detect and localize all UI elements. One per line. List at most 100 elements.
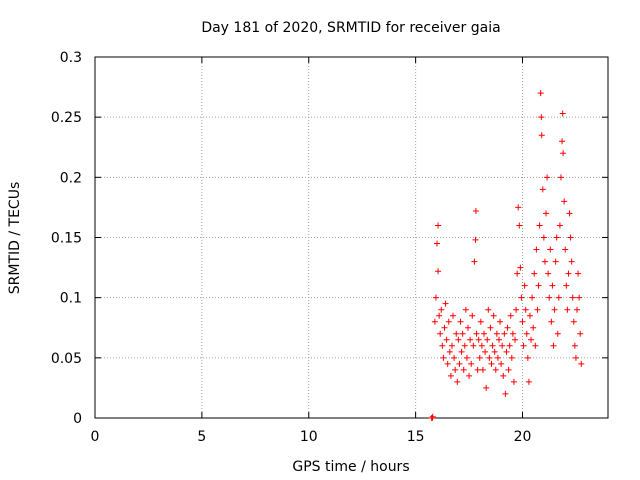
data-point — [507, 312, 514, 319]
data-point — [530, 324, 537, 331]
data-point — [529, 294, 536, 301]
y-tick-label: 0.15 — [51, 231, 82, 247]
data-point — [549, 282, 556, 289]
data-point — [434, 240, 440, 247]
data-point — [518, 294, 525, 301]
data-point — [555, 294, 562, 301]
data-point — [548, 318, 555, 325]
data-point — [547, 246, 554, 253]
data-point — [446, 348, 453, 355]
data-point — [575, 270, 582, 277]
data-point — [487, 324, 494, 331]
data-point — [523, 330, 530, 337]
data-point — [481, 330, 488, 337]
data-point — [532, 342, 539, 349]
data-point — [508, 354, 515, 361]
data-point — [536, 222, 543, 229]
data-point — [539, 186, 546, 193]
data-point — [491, 348, 498, 355]
data-point — [448, 342, 455, 349]
data-point — [451, 354, 458, 361]
data-point — [460, 366, 467, 373]
data-point — [450, 312, 457, 319]
data-point — [540, 234, 547, 241]
data-point — [472, 236, 479, 243]
data-point — [471, 258, 478, 265]
x-tick-label: 0 — [91, 429, 100, 445]
data-point — [498, 360, 505, 367]
y-tick-label: 0.1 — [60, 291, 82, 307]
data-point — [545, 270, 552, 277]
data-point — [568, 258, 575, 265]
data-point — [578, 360, 585, 367]
data-point — [444, 360, 451, 367]
data-point — [522, 306, 529, 313]
data-point — [503, 348, 510, 355]
data-point — [571, 342, 578, 349]
data-point — [550, 342, 557, 349]
data-point — [435, 268, 442, 275]
data-point — [456, 360, 463, 367]
data-point — [473, 330, 480, 337]
data-point — [484, 336, 491, 343]
data-point — [519, 318, 526, 325]
data-point — [466, 372, 473, 379]
data-point — [537, 90, 544, 97]
data-point — [453, 330, 460, 337]
data-point — [497, 318, 504, 325]
data-point — [551, 306, 558, 313]
data-point — [533, 246, 540, 253]
data-point — [442, 300, 449, 307]
data-point — [567, 234, 574, 241]
data-point — [513, 306, 520, 313]
data-point — [459, 330, 466, 337]
data-point — [565, 270, 572, 277]
data-point — [437, 330, 444, 337]
data-point — [445, 318, 452, 325]
data-point — [429, 413, 436, 420]
data-point — [499, 342, 506, 349]
data-point — [572, 354, 579, 361]
data-point — [546, 294, 553, 301]
data-point — [486, 354, 493, 361]
x-tick-label: 5 — [197, 429, 206, 445]
data-point — [531, 270, 538, 277]
x-axis-label: GPS time / hours — [292, 459, 409, 475]
y-tick-label: 0.2 — [60, 170, 82, 186]
data-point — [469, 312, 476, 319]
data-point — [440, 354, 447, 361]
data-point — [552, 258, 559, 265]
data-point — [574, 306, 581, 313]
data-point — [452, 366, 459, 373]
data-point — [521, 282, 528, 289]
data-point — [510, 378, 517, 385]
data-points — [428, 90, 585, 421]
data-point — [495, 336, 502, 343]
data-point — [509, 330, 516, 337]
data-point — [454, 378, 461, 385]
data-point — [505, 366, 512, 373]
data-point — [538, 132, 545, 139]
data-point — [515, 204, 522, 211]
data-point — [525, 378, 532, 385]
data-point — [432, 294, 439, 301]
data-point — [462, 306, 469, 313]
data-point — [475, 336, 482, 343]
data-point — [431, 318, 438, 325]
data-point — [535, 282, 542, 289]
x-tick-label: 15 — [407, 429, 425, 445]
data-point — [477, 318, 484, 325]
data-point — [526, 312, 533, 319]
axis-ticks: 0 0.05 0.1 0.15 0.2 0.25 0.3 0 5 10 15 20 — [51, 50, 608, 445]
data-point — [476, 354, 483, 361]
data-point — [534, 306, 541, 313]
data-point — [463, 354, 470, 361]
data-point — [576, 294, 583, 301]
data-point — [502, 390, 509, 397]
data-point — [504, 324, 511, 331]
data-point — [560, 150, 567, 157]
data-point — [457, 318, 464, 325]
y-tick-label: 0.3 — [60, 50, 82, 66]
data-point — [489, 342, 496, 349]
